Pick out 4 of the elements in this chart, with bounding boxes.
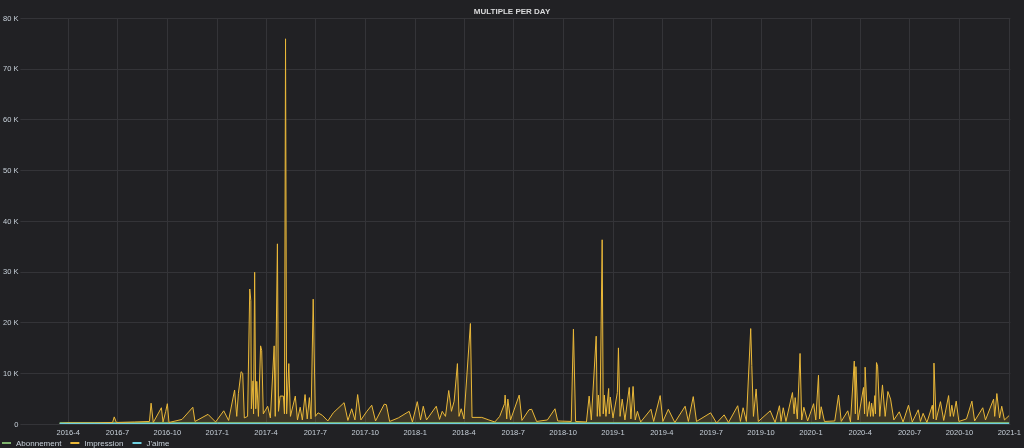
legend-label: Abonnement — [16, 438, 63, 448]
legend-label: Impression — [84, 438, 124, 448]
legend-label: J'aime — [146, 438, 170, 448]
chart-title: MULTIPLE PER DAY — [473, 6, 551, 16]
